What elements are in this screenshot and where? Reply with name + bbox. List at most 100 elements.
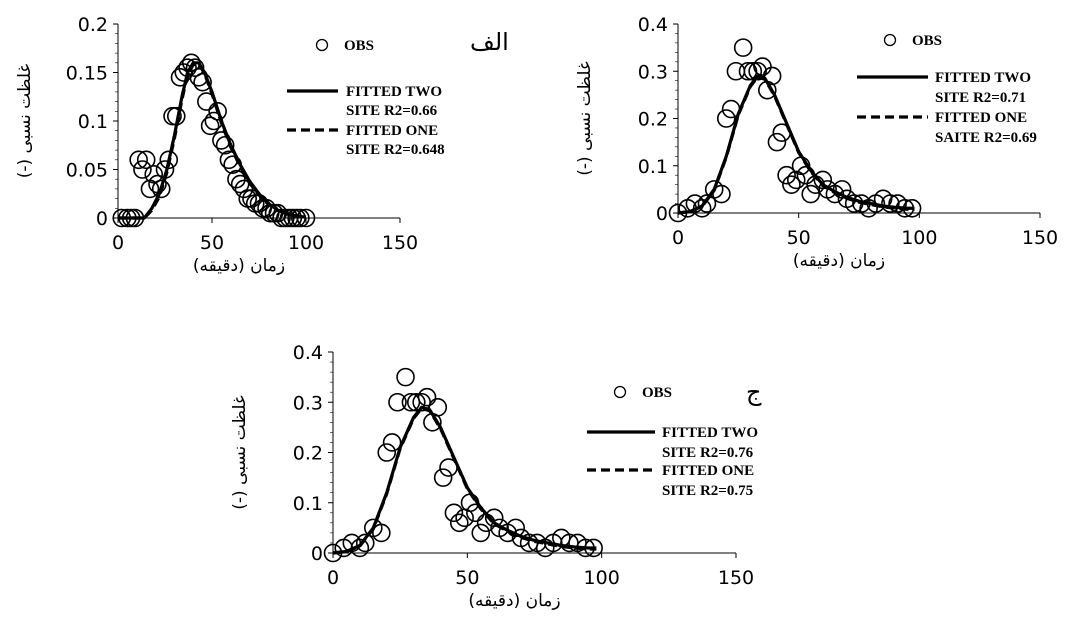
y-tick-label: 0.3 bbox=[293, 392, 323, 414]
legend-label: FITTED TWO bbox=[662, 425, 758, 441]
chart-panel-2: 0 0.1 0.2 0.3 0.4 0 50 100 150 زمان (دقیقه) غلظت ن… bbox=[575, 14, 1058, 271]
obs-point bbox=[355, 533, 375, 553]
legend-obs-marker bbox=[883, 33, 897, 47]
obs-point bbox=[136, 150, 156, 170]
fitted-one-site-curve bbox=[677, 75, 915, 215]
chart-panel-3: 0 0.1 0.2 0.3 0.4 0 50 100 150 زمان (دقیقه) غلظت ن… bbox=[230, 342, 762, 611]
obs-point bbox=[433, 468, 453, 487]
x-axis-title: زمان (دقیقه) bbox=[468, 591, 560, 611]
obs-point bbox=[484, 508, 504, 528]
obs-point bbox=[786, 170, 806, 190]
obs-point bbox=[712, 184, 731, 204]
legend-label: FITTED ONE bbox=[662, 463, 754, 479]
legend-label: SITE R2=0.71 bbox=[935, 90, 1026, 106]
x-tick-label: 50 bbox=[455, 567, 479, 589]
obs-point bbox=[444, 503, 464, 523]
y-tick-label: 0.15 bbox=[66, 63, 108, 85]
obs-point bbox=[406, 392, 426, 412]
obs-point bbox=[129, 150, 148, 170]
obs-point bbox=[382, 433, 402, 452]
fitted-one-site-curve bbox=[118, 62, 307, 220]
y-tick-label: 0.1 bbox=[78, 111, 108, 133]
legend-label: OBS bbox=[344, 38, 374, 54]
obs-point bbox=[291, 208, 310, 228]
obs-point bbox=[388, 392, 407, 412]
chart-panel-1: 0 0.05 0.1 0.15 0.2 0 50 100 150 زمان (دقیقه) غلظت… bbox=[15, 14, 509, 276]
x-axis-title: زمان (دقیقه) bbox=[793, 251, 885, 271]
y-tick-label: 0.4 bbox=[638, 14, 668, 36]
x-tick-label: 100 bbox=[901, 227, 937, 249]
y-axis-title: غلظت نسبی (-) bbox=[15, 64, 35, 179]
obs-point bbox=[881, 194, 900, 213]
obs-point bbox=[428, 397, 448, 417]
legend-label: FITTED ONE bbox=[935, 110, 1027, 126]
obs-point bbox=[377, 443, 397, 462]
y-tick-label: 0.2 bbox=[293, 443, 323, 465]
x-tick-label: 0 bbox=[112, 232, 124, 254]
y-tick-label: 0.4 bbox=[293, 342, 323, 364]
y-axis-title: غلظت نسبی (-) bbox=[575, 61, 595, 176]
legend-label: OBS bbox=[912, 33, 942, 49]
legend-label: OBS bbox=[642, 385, 672, 401]
x-tick-label: 50 bbox=[787, 227, 811, 249]
fitted-one-site-curve bbox=[332, 406, 597, 555]
obs-point bbox=[471, 523, 491, 543]
obs-point bbox=[185, 58, 205, 77]
obs-point bbox=[296, 208, 316, 228]
obs-point bbox=[748, 61, 767, 81]
legend-label: FITTED TWO bbox=[935, 70, 1031, 86]
legend-obs-marker bbox=[613, 385, 627, 399]
obs-point bbox=[234, 179, 254, 199]
y-tick-label: 0.1 bbox=[638, 156, 668, 178]
obs-point bbox=[193, 72, 212, 92]
x-tick-label: 100 bbox=[584, 567, 620, 589]
obs-point bbox=[782, 175, 801, 194]
legend-label: SITE R2=0.75 bbox=[662, 483, 753, 499]
fitted-two-site-curve bbox=[118, 61, 307, 220]
obs-point bbox=[449, 513, 469, 533]
y-tick-label: 0 bbox=[96, 208, 108, 230]
legend-label: FITTED TWO bbox=[346, 84, 442, 100]
x-axis-title: زمان (دقیقه) bbox=[193, 256, 285, 276]
y-tick-label: 0.2 bbox=[638, 109, 668, 131]
obs-point bbox=[372, 523, 391, 543]
obs-point bbox=[396, 367, 415, 387]
obs-point bbox=[151, 179, 171, 199]
obs-point bbox=[227, 169, 246, 189]
obs-point bbox=[738, 61, 758, 81]
y-tick-label: 0.05 bbox=[66, 160, 108, 182]
obs-point bbox=[762, 66, 782, 86]
panel-letter: ج bbox=[746, 378, 762, 406]
obs-point bbox=[716, 109, 736, 128]
obs-point bbox=[777, 165, 796, 185]
obs-point bbox=[813, 170, 833, 190]
obs-point bbox=[417, 387, 437, 407]
obs-point bbox=[208, 102, 227, 121]
obs-point bbox=[133, 160, 152, 179]
legend-label: SITE R2=0.66 bbox=[346, 103, 438, 119]
x-tick-label: 150 bbox=[1022, 227, 1058, 249]
y-axis-title: غلظت نسبی (-) bbox=[230, 395, 250, 510]
obs-point bbox=[733, 38, 753, 57]
legend-label: SITE R2=0.76 bbox=[662, 445, 754, 461]
x-tick-label: 150 bbox=[382, 232, 418, 254]
y-tick-label: 0 bbox=[656, 203, 668, 225]
y-tick-label: 0.1 bbox=[293, 493, 323, 515]
x-tick-label: 0 bbox=[327, 567, 339, 589]
obs-point bbox=[753, 57, 772, 76]
x-tick-label: 0 bbox=[672, 227, 684, 249]
panel-letter: الف bbox=[470, 28, 509, 56]
x-tick-label: 150 bbox=[718, 567, 754, 589]
x-tick-label: 50 bbox=[200, 232, 224, 254]
legend-label: SAITE R2=0.69 bbox=[935, 130, 1037, 146]
obs-point bbox=[200, 116, 220, 136]
legend-label: FITTED ONE bbox=[346, 123, 438, 139]
y-tick-label: 0.3 bbox=[638, 61, 668, 83]
x-tick-label: 100 bbox=[288, 232, 324, 254]
obs-point bbox=[767, 132, 787, 152]
legend-label: SITE R2=0.648 bbox=[346, 142, 445, 158]
y-tick-label: 0 bbox=[311, 543, 323, 565]
legend-obs-marker bbox=[315, 38, 329, 52]
obs-point bbox=[144, 165, 164, 184]
